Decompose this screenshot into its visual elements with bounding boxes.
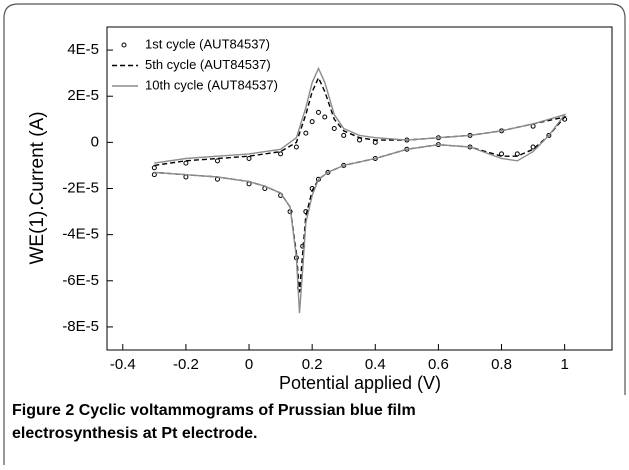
caption-label: Figure 2 bbox=[12, 402, 74, 419]
y-tick-label: 4E-5 bbox=[67, 41, 99, 58]
data-point bbox=[303, 130, 309, 136]
frame bbox=[3, 3, 626, 465]
data-point bbox=[309, 119, 315, 125]
caption-text: Cyclic voltammograms of Prussian blue fi… bbox=[79, 402, 416, 419]
data-point bbox=[546, 132, 552, 138]
x-tick-label: 0.6 bbox=[428, 356, 449, 373]
data-point bbox=[246, 156, 252, 162]
series-line bbox=[154, 66, 567, 314]
x-tick-label: 1 bbox=[560, 356, 568, 373]
data-point bbox=[322, 114, 328, 120]
data-point bbox=[357, 137, 362, 143]
y-tick-label: -6E-5 bbox=[62, 272, 99, 289]
data-point bbox=[183, 174, 189, 180]
plot-frame bbox=[106, 26, 613, 351]
legend-label: 1st cycle (AUT84537) bbox=[145, 36, 270, 51]
data-point bbox=[151, 172, 157, 178]
legend-label: 10th cycle (AUT84537) bbox=[145, 77, 278, 92]
y-axis-label: WE(1).Current (A) bbox=[27, 111, 48, 264]
data-point bbox=[331, 126, 337, 132]
x-tick-label: 0.8 bbox=[491, 356, 512, 373]
caption: Figure 2 Cyclic voltammograms of Prussia… bbox=[12, 402, 416, 419]
x-tick-label: -0.4 bbox=[110, 356, 136, 373]
data-point bbox=[325, 169, 331, 175]
data-point bbox=[514, 151, 520, 157]
data-point bbox=[530, 144, 536, 150]
data-point bbox=[278, 151, 284, 157]
x-tick-label: 0 bbox=[245, 356, 253, 373]
data-point bbox=[151, 165, 157, 171]
y-tick-label: -2E-5 bbox=[62, 179, 99, 196]
y-tick-label: -8E-5 bbox=[62, 318, 99, 335]
y-tick-label: -4E-5 bbox=[62, 226, 99, 243]
data-point bbox=[341, 132, 347, 138]
x-tick-label: 0.2 bbox=[302, 356, 323, 373]
data-point bbox=[293, 144, 299, 150]
data-point bbox=[315, 109, 321, 115]
caption-text: electrosynthesis at Pt electrode. bbox=[12, 425, 257, 442]
x-tick-label: 0.4 bbox=[365, 356, 386, 373]
x-tick-label: -0.2 bbox=[173, 356, 199, 373]
data-point bbox=[183, 160, 189, 166]
y-tick-label: 2E-5 bbox=[67, 87, 99, 104]
y-tick-label: 0 bbox=[91, 133, 99, 150]
data-point bbox=[372, 139, 378, 145]
legend-marker bbox=[121, 42, 127, 48]
data-point bbox=[214, 158, 220, 164]
legend-label: 5th cycle (AUT84537) bbox=[145, 57, 271, 72]
x-axis-label: Potential applied (V) bbox=[279, 373, 441, 393]
series-line bbox=[154, 76, 567, 293]
